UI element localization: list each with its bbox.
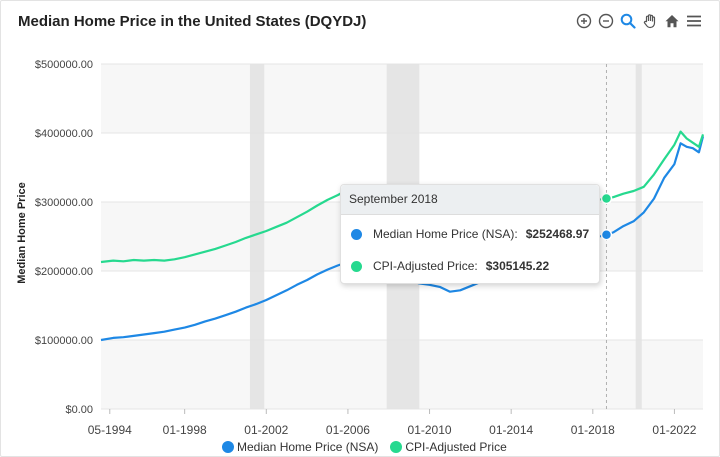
legend-median-dot xyxy=(222,441,234,453)
zoom-out-icon[interactable] xyxy=(597,12,615,30)
chart-legend: Median Home Price (NSA) CPI-Adjusted Pri… xyxy=(222,440,519,454)
y-tick-label: $300000.00 xyxy=(35,197,93,209)
tooltip-date: September 2018 xyxy=(341,185,599,215)
y-tick-label: $200000.00 xyxy=(35,266,93,278)
x-tick-label: 01-2002 xyxy=(244,423,288,437)
tooltip-row-cpi: CPI-Adjusted Price: $305145.22 xyxy=(351,259,549,273)
y-tick-label: $0.00 xyxy=(65,404,93,416)
tooltip-median-label: Median Home Price (NSA): xyxy=(373,227,518,241)
x-tick-label: 01-2014 xyxy=(489,423,533,437)
hover-marker-cpi xyxy=(600,192,613,205)
zoom-in-icon[interactable] xyxy=(575,12,593,30)
y-axis-label: Median Home Price xyxy=(16,182,28,283)
y-tick-label: $500000.00 xyxy=(35,59,93,71)
x-tick-label: 01-2010 xyxy=(408,423,452,437)
hover-tooltip: September 2018 Median Home Price (NSA): … xyxy=(340,184,600,284)
pan-hand-icon[interactable] xyxy=(641,12,659,30)
chart-title: Median Home Price in the United States (… xyxy=(18,13,367,30)
legend-cpi-dot xyxy=(390,441,403,453)
home-reset-icon[interactable] xyxy=(663,12,681,30)
x-tick-label: 01-2022 xyxy=(652,423,696,437)
x-tick-label: 01-2018 xyxy=(571,423,615,437)
x-tick-label: 05-1994 xyxy=(88,423,132,437)
legend-item-cpi[interactable]: CPI-Adjusted Price xyxy=(390,440,507,454)
menu-icon[interactable] xyxy=(685,12,703,30)
x-tick-label: 01-1998 xyxy=(163,423,207,437)
recession-band xyxy=(635,64,642,409)
legend-median-label: Median Home Price (NSA) xyxy=(237,440,379,454)
tooltip-median-dot xyxy=(351,228,362,240)
tooltip-cpi-label: CPI-Adjusted Price: xyxy=(373,259,478,273)
chart-toolbar xyxy=(575,12,703,30)
magnifier-icon[interactable] xyxy=(619,12,637,30)
y-tick-label: $400000.00 xyxy=(35,128,93,140)
hover-marker-median xyxy=(600,229,613,241)
x-tick-label: 01-2006 xyxy=(326,423,370,437)
legend-cpi-label: CPI-Adjusted Price xyxy=(405,440,507,454)
tooltip-median-value: $252468.97 xyxy=(525,227,590,241)
legend-item-median[interactable]: Median Home Price (NSA) xyxy=(222,440,378,454)
tooltip-cpi-dot xyxy=(351,260,362,272)
tooltip-cpi-value: $305145.22 xyxy=(485,259,550,273)
tooltip-row-median: Median Home Price (NSA): $252468.97 xyxy=(351,227,589,241)
y-tick-label: $100000.00 xyxy=(35,335,93,347)
recession-band xyxy=(249,64,265,409)
